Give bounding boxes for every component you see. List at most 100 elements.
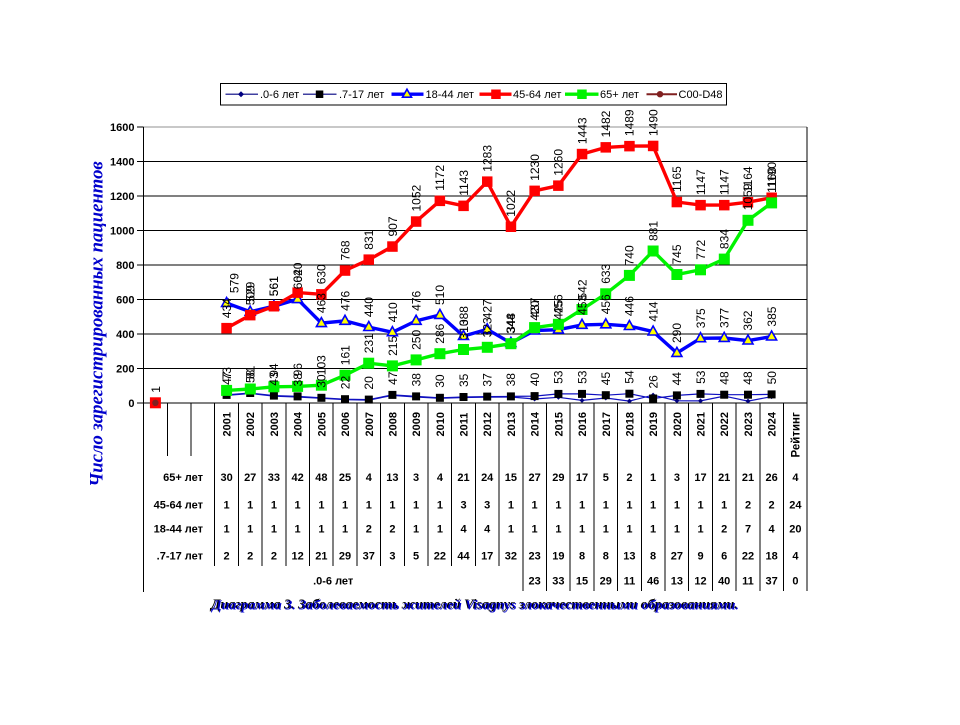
svg-text:2001: 2001 <box>222 412 234 436</box>
svg-text:Диаграмма 3. Заболеваемость жи: Диаграмма 3. Заболеваемость жителей Visa… <box>210 599 739 614</box>
svg-text:1490: 1490 <box>646 109 660 136</box>
svg-text:1489: 1489 <box>623 109 637 136</box>
svg-text:2016: 2016 <box>577 412 589 436</box>
svg-text:1: 1 <box>650 472 656 484</box>
svg-text:29: 29 <box>339 550 351 562</box>
svg-text:37: 37 <box>363 550 375 562</box>
svg-text:2005: 2005 <box>316 412 328 436</box>
svg-text:22: 22 <box>742 550 754 562</box>
svg-text:27: 27 <box>528 472 540 484</box>
svg-text:1: 1 <box>532 524 538 536</box>
svg-text:561: 561 <box>267 276 281 296</box>
svg-text:29: 29 <box>600 575 612 587</box>
svg-text:32: 32 <box>505 550 517 562</box>
svg-text:4: 4 <box>769 524 776 536</box>
svg-text:40: 40 <box>718 575 730 587</box>
svg-text:1: 1 <box>579 499 585 511</box>
svg-text:1164: 1164 <box>741 166 755 192</box>
svg-text:81: 81 <box>244 365 258 379</box>
svg-text:53: 53 <box>552 370 566 384</box>
svg-text:5: 5 <box>603 472 609 484</box>
svg-text:Число зарегистрированных пацие: Число зарегистрированных пациентов <box>87 161 108 487</box>
svg-text:740: 740 <box>623 245 637 265</box>
svg-text:2021: 2021 <box>696 412 708 436</box>
svg-text:2019: 2019 <box>648 412 660 436</box>
svg-text:1: 1 <box>603 524 609 536</box>
svg-text:768: 768 <box>338 240 352 260</box>
svg-text:2: 2 <box>389 524 395 536</box>
svg-text:1: 1 <box>555 499 561 511</box>
svg-text:73: 73 <box>220 367 234 381</box>
svg-text:21: 21 <box>315 550 327 562</box>
svg-text:2024: 2024 <box>767 411 779 436</box>
svg-text:47: 47 <box>386 371 400 385</box>
svg-text:1190: 1190 <box>765 162 779 188</box>
svg-text:745: 745 <box>670 244 684 264</box>
svg-text:772: 772 <box>694 239 708 259</box>
svg-text:21: 21 <box>718 472 730 484</box>
svg-text:6: 6 <box>721 550 727 562</box>
svg-text:476: 476 <box>409 291 423 311</box>
svg-text:446: 446 <box>623 296 637 316</box>
svg-text:1: 1 <box>437 499 443 511</box>
svg-text:19: 19 <box>552 550 564 562</box>
svg-text:1: 1 <box>271 499 277 511</box>
svg-text:11: 11 <box>624 575 636 587</box>
svg-text:1: 1 <box>413 524 419 536</box>
svg-text:831: 831 <box>362 229 376 249</box>
svg-text:310: 310 <box>457 319 471 339</box>
svg-text:96: 96 <box>291 363 305 377</box>
svg-text:800: 800 <box>116 260 134 272</box>
svg-text:1172: 1172 <box>433 165 447 191</box>
svg-text:200: 200 <box>116 364 134 376</box>
svg-text:24: 24 <box>481 472 494 484</box>
svg-text:1: 1 <box>247 524 253 536</box>
svg-text:21: 21 <box>742 472 754 484</box>
svg-text:29: 29 <box>552 472 564 484</box>
svg-text:1: 1 <box>603 499 609 511</box>
svg-text:1230: 1230 <box>528 154 542 181</box>
svg-text:3: 3 <box>674 472 680 484</box>
svg-text:17: 17 <box>694 472 706 484</box>
svg-text:2017: 2017 <box>601 412 613 436</box>
svg-text:38: 38 <box>409 373 423 387</box>
svg-text:1052: 1052 <box>409 184 423 211</box>
svg-text:2022: 2022 <box>719 412 731 436</box>
svg-text:30: 30 <box>220 472 232 484</box>
svg-text:377: 377 <box>718 308 732 328</box>
svg-text:45-64 лет: 45-64 лет <box>154 499 204 511</box>
svg-text:4: 4 <box>484 524 491 536</box>
svg-text:3: 3 <box>484 499 490 511</box>
svg-text:27: 27 <box>671 550 683 562</box>
svg-text:53: 53 <box>694 370 708 384</box>
svg-text:456: 456 <box>599 294 613 314</box>
svg-text:9: 9 <box>697 550 703 562</box>
svg-text:13: 13 <box>386 472 398 484</box>
svg-text:18: 18 <box>765 550 777 562</box>
svg-text:420: 420 <box>528 300 542 320</box>
svg-text:600: 600 <box>116 295 134 307</box>
svg-text:8: 8 <box>579 550 585 562</box>
svg-text:.0-6 лет: .0-6 лет <box>313 575 354 587</box>
svg-text:425: 425 <box>552 299 566 319</box>
svg-text:26: 26 <box>765 472 777 484</box>
svg-text:440: 440 <box>362 297 376 317</box>
svg-text:1: 1 <box>295 524 301 536</box>
svg-text:25: 25 <box>339 472 351 484</box>
svg-text:1: 1 <box>626 499 632 511</box>
svg-text:414: 414 <box>646 301 660 321</box>
svg-text:48: 48 <box>718 371 732 385</box>
svg-text:27: 27 <box>244 472 256 484</box>
svg-text:3: 3 <box>389 550 395 562</box>
svg-text:1: 1 <box>318 499 324 511</box>
svg-text:37: 37 <box>481 373 495 387</box>
svg-text:65+ лет: 65+ лет <box>163 472 204 484</box>
svg-text:5: 5 <box>413 550 419 562</box>
svg-text:453: 453 <box>575 295 589 315</box>
svg-text:290: 290 <box>670 323 684 343</box>
svg-text:1165: 1165 <box>670 166 684 192</box>
svg-text:3: 3 <box>413 472 419 484</box>
svg-text:323: 323 <box>481 317 495 337</box>
svg-text:375: 375 <box>694 308 708 328</box>
svg-text:2: 2 <box>247 550 253 562</box>
